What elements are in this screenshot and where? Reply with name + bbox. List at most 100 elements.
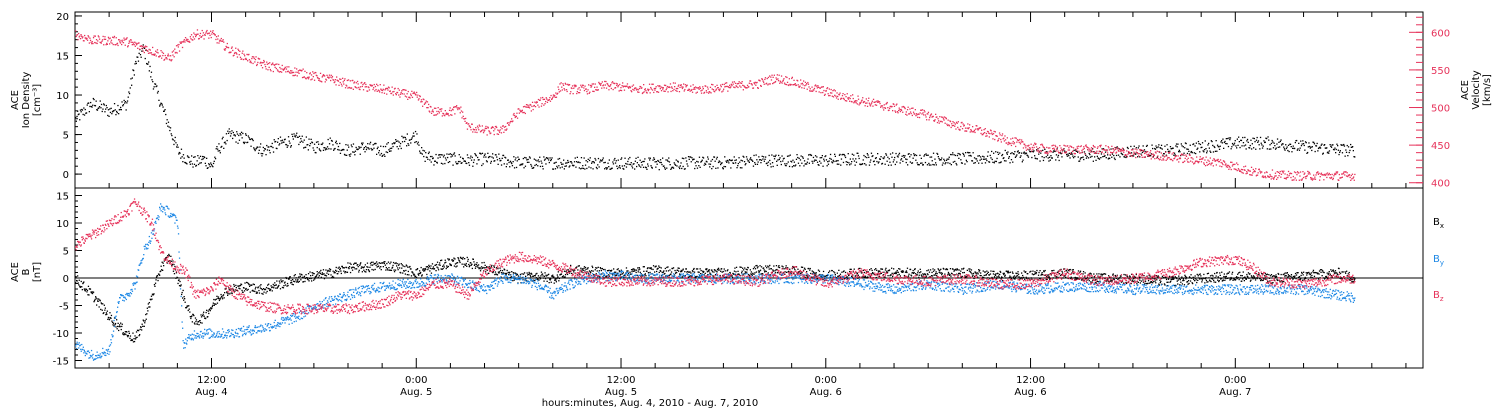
data-point-bx [149,306,151,308]
data-point-velocity [761,78,764,81]
data-point-density [714,160,716,162]
data-point-velocity [1219,159,1222,161]
data-point-density [756,159,758,161]
data-point-velocity [235,47,237,49]
data-point-velocity [970,129,972,131]
data-point-velocity [1059,145,1061,147]
data-point-velocity [990,130,992,132]
data-point-density [631,167,634,169]
data-point-bx [463,263,465,265]
data-point-density [380,145,382,147]
data-point-velocity [1130,149,1133,151]
data-point-density [676,165,678,167]
data-point-velocity [911,114,913,117]
data-point-density [1178,149,1180,151]
data-point-density [442,156,445,158]
data-point-bx [161,261,163,263]
data-point-velocity [930,114,932,116]
data-point-density [671,166,673,168]
data-point-velocity [809,88,811,90]
data-point-density [541,165,544,167]
data-point-velocity [78,36,80,38]
data-point-density [765,162,767,165]
data-point-velocity [1042,146,1044,148]
data-point-velocity [1350,174,1352,177]
data-point-velocity [157,52,159,54]
data-point-velocity [569,93,571,95]
data-point-velocity [215,38,217,41]
data-point-velocity [1074,153,1076,155]
data-point-velocity [189,41,191,43]
data-point-velocity [1335,173,1337,176]
data-point-bx [412,272,414,274]
data-point-bx [447,265,449,268]
data-point-velocity [724,82,727,84]
data-point-velocity [732,83,734,85]
data-point-density [260,152,262,155]
data-point-velocity [1078,150,1080,152]
data-point-velocity [1031,150,1033,152]
data-point-velocity [231,46,233,48]
data-point-density [577,161,579,164]
data-point-velocity [985,132,988,135]
data-point-density [953,154,955,156]
data-point-density [1054,150,1056,153]
data-point-velocity [1144,156,1146,158]
data-point-bx [131,338,133,341]
data-point-velocity [821,86,823,88]
data-point-velocity [530,104,532,106]
data-point-velocity [258,58,261,60]
data-point-velocity [959,129,961,131]
data-point-bx [235,287,237,289]
bottom-left-axis-label: ACEB[nT] [10,262,43,282]
data-point-velocity [1135,156,1137,159]
data-point-density [807,158,809,160]
data-point-density [466,162,468,165]
data-point-velocity [663,90,665,92]
data-point-density [647,165,649,167]
data-point-density [889,153,892,155]
data-point-velocity [407,98,409,100]
data-point-density [1051,157,1053,159]
data-point-bx [360,267,362,269]
data-point-density [1191,152,1193,154]
data-point-velocity [466,128,469,130]
data-point-velocity [1330,176,1333,178]
data-point-density [498,157,501,160]
data-point-bx [120,328,122,331]
data-point-bx [258,289,260,292]
data-point-density [135,60,137,63]
data-point-velocity [387,86,390,88]
data-point-velocity [1200,161,1203,163]
data-point-velocity [926,119,928,121]
data-point-velocity [293,71,295,74]
data-point-density [602,157,604,159]
data-point-density [1201,146,1203,148]
data-point-density [171,134,173,137]
data-point-velocity [1311,177,1313,179]
data-point-density [376,147,378,150]
data-point-density [847,153,849,155]
data-point-density [664,167,666,169]
data-point-density [170,133,172,135]
data-point-bx [331,276,333,278]
data-point-density [831,161,833,163]
data-point-density [199,162,201,164]
data-point-density [382,145,385,148]
data-point-bx [339,267,341,270]
data-point-density [1232,144,1234,146]
data-point-velocity [825,90,827,92]
data-point-density [1256,136,1258,139]
data-point-bx [498,272,500,274]
data-point-velocity [359,86,362,88]
data-point-velocity [869,104,871,106]
data-point-density [155,85,157,88]
data-point-density [444,162,446,165]
data-point-bx [279,282,281,284]
data-point-velocity [135,42,137,44]
data-point-density [859,163,862,166]
data-point-density [301,135,303,137]
data-point-velocity [402,89,405,91]
data-point-velocity [1029,147,1031,149]
data-point-velocity [1153,154,1155,157]
